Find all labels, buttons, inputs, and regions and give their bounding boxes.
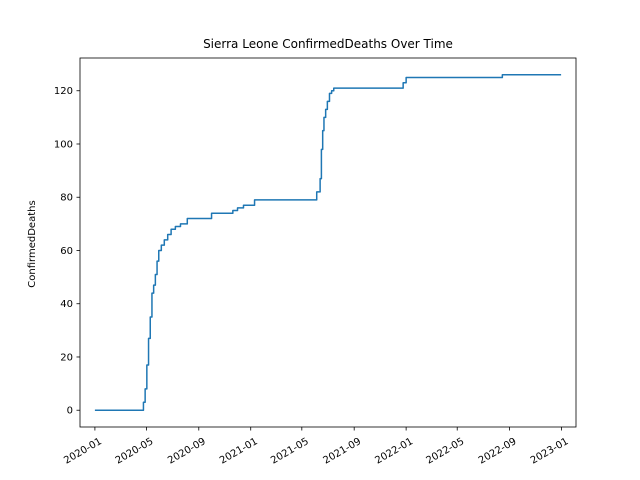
y-axis: 0 20 40 60 80 100 120 <box>54 86 80 417</box>
series-line-confirmed-deaths <box>94 74 562 411</box>
y-tick-label: 120 <box>54 86 73 97</box>
y-tick-label: 0 <box>67 406 73 417</box>
y-tick-label: 20 <box>60 352 73 363</box>
y-tick-label: 80 <box>60 193 73 204</box>
plot-frame <box>79 57 577 428</box>
y-tick-label: 40 <box>60 299 73 310</box>
y-tick-label: 60 <box>60 246 73 257</box>
chart-title: Sierra Leone ConfirmedDeaths Over Time <box>203 37 453 51</box>
y-tick-label: 100 <box>54 139 73 150</box>
y-axis-label: ConfirmedDeaths <box>27 200 38 287</box>
